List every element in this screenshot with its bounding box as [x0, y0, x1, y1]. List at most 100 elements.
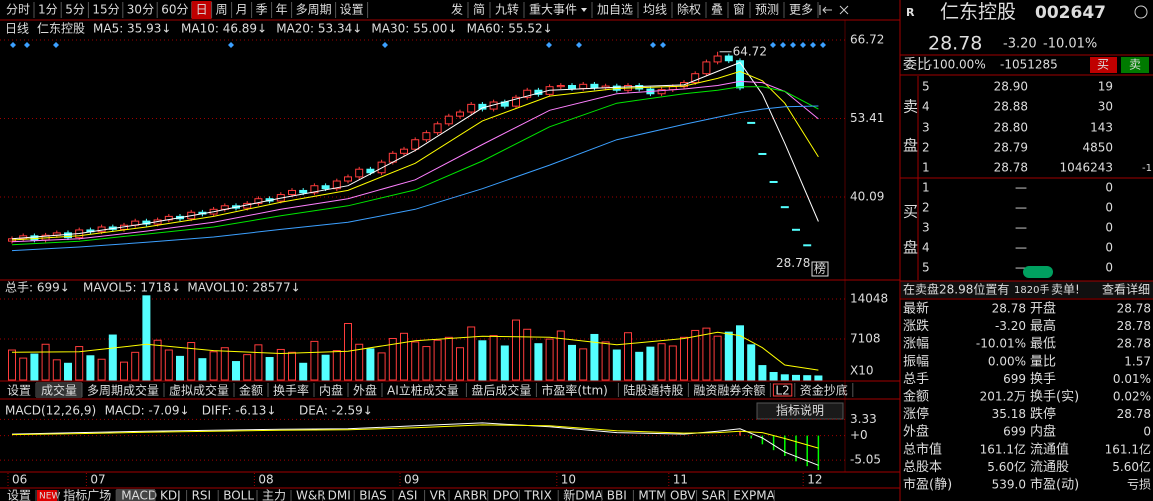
indicator-tab[interactable]: 指标广场	[63, 488, 111, 501]
volume-bar	[500, 345, 509, 381]
volume-bar	[321, 354, 330, 381]
volume-bar	[142, 295, 151, 381]
indicator-tab[interactable]: EXPMA	[733, 489, 775, 501]
indicator-tab[interactable]: BOLL	[223, 489, 254, 501]
indicator-tab[interactable]: TRIX	[523, 489, 551, 501]
indicator-tab[interactable]: 内盘	[319, 383, 343, 398]
indicator-tab[interactable]: W&R	[296, 489, 326, 501]
candle-body	[344, 176, 352, 182]
volume-bar	[444, 336, 453, 381]
indicator-tab[interactable]: RSI	[192, 489, 212, 501]
indicator-tab[interactable]: MTM	[638, 489, 666, 501]
info-label: 流通股	[1030, 460, 1069, 475]
toolbar-button[interactable]: 季	[256, 3, 268, 17]
toolbar-button[interactable]: 更多	[789, 3, 813, 17]
indicator-help[interactable]: 指标说明	[776, 403, 824, 418]
indicator-tab[interactable]: 盘后成交量	[471, 383, 531, 398]
indicator-tab[interactable]: 换手率	[273, 383, 309, 398]
info-value: 0.02%	[1113, 390, 1151, 404]
indicator-tab[interactable]: 外盘	[353, 383, 377, 398]
book-level: 1	[922, 181, 930, 195]
indicator-tab[interactable]: KDJ	[160, 489, 181, 501]
indicator-tab[interactable]: 成交量	[41, 383, 77, 398]
toolbar-button[interactable]: 月	[236, 3, 248, 17]
volume-bar	[579, 348, 588, 381]
chart-title: 日线	[5, 22, 29, 36]
toolbar-button[interactable]: 周	[216, 3, 228, 17]
indicator-tab[interactable]: ASI	[398, 489, 417, 501]
toolbar-button[interactable]: 多周期	[296, 3, 332, 17]
info-label: 总市值	[903, 441, 942, 457]
indicator-tab[interactable]: 设置	[7, 384, 31, 398]
volume-bar	[299, 362, 308, 381]
expand-button[interactable]	[1023, 266, 1053, 278]
info-value: -10.01%	[976, 337, 1026, 351]
indicator-tab[interactable]: SAR	[702, 489, 726, 501]
info-value: 28.78	[1117, 337, 1151, 351]
toolbar-button[interactable]: 日	[196, 3, 208, 17]
indicator-tab[interactable]: AI立桩成交量	[387, 383, 459, 398]
indicator-tab[interactable]: 融资融券余额	[693, 383, 765, 398]
indicator-tab[interactable]: NEW	[39, 492, 60, 501]
signal-marker	[24, 42, 30, 48]
indicator-tab[interactable]: 设置	[7, 489, 31, 501]
indicator-tab[interactable]: 市盈率(ttm)	[541, 383, 607, 398]
indicator-tab[interactable]: DMI	[328, 489, 351, 501]
indicator-tab[interactable]: L2	[775, 384, 789, 398]
toolbar-button[interactable]: 均线	[643, 3, 667, 17]
indicator-tab[interactable]: 陆股通持股	[623, 383, 683, 398]
volume-bar	[545, 338, 554, 381]
indicator-tab[interactable]: VR	[430, 489, 447, 501]
toolbar-button[interactable]: 30分	[127, 3, 154, 17]
book-side-label: 盘	[903, 137, 918, 155]
candle-body	[64, 232, 72, 239]
toolbar-button[interactable]: 60分	[161, 3, 188, 17]
indicator-tab[interactable]: MACD	[121, 489, 157, 501]
info-label: 最新	[903, 301, 929, 317]
close-quote-icon[interactable]	[1134, 5, 1148, 19]
toolbar-button[interactable]: 5分	[65, 3, 85, 17]
indicator-tab[interactable]: 新DMA	[563, 488, 604, 501]
indicator-tab[interactable]: ARBR	[454, 489, 487, 501]
toolbar-button[interactable]: 发	[451, 2, 463, 17]
indicator-tab[interactable]: 资金抄底	[800, 383, 848, 398]
toolbar-button[interactable]: 简	[473, 3, 485, 17]
close-icon[interactable]	[839, 5, 849, 15]
volume-bar	[400, 332, 408, 381]
toolbar-button[interactable]: 重大事件	[529, 3, 577, 17]
book-level: 3	[922, 221, 930, 235]
toolbar-button[interactable]: 窗	[733, 3, 745, 17]
info-label: 内盘	[1030, 424, 1056, 440]
tag-box	[811, 261, 829, 277]
toolbar-button[interactable]: 除权	[677, 2, 701, 17]
info-label: 量比	[1030, 354, 1056, 369]
toolbar-button[interactable]: 加自选	[597, 3, 633, 17]
toolbar-button[interactable]: 15分	[92, 3, 119, 17]
indicator-tab[interactable]: DPO	[493, 489, 519, 501]
sell-button[interactable]: 卖	[1129, 58, 1141, 72]
info-value: 0.01%	[1113, 372, 1151, 386]
toolbar-button[interactable]: 分时	[6, 3, 30, 17]
toolbar-button[interactable]: 叠	[711, 3, 723, 17]
detail-link[interactable]: 查看详细	[1102, 282, 1150, 297]
toolbar-button[interactable]: 预测	[755, 3, 779, 17]
buy-button[interactable]: 买	[1097, 58, 1109, 72]
collapse-icon[interactable]	[819, 5, 832, 15]
volume-bar	[433, 339, 442, 381]
toolbar-button[interactable]: 设置	[340, 3, 364, 17]
indicator-tab[interactable]: 主力	[262, 489, 286, 501]
indicator-tab[interactable]: 多周期成交量	[87, 383, 159, 398]
indicator-tab[interactable]: BIAS	[359, 489, 387, 501]
toolbar-button[interactable]: 年	[276, 3, 288, 17]
volume-bar	[601, 341, 610, 381]
indicator-tab[interactable]: OBV	[670, 489, 696, 501]
indicator-tab[interactable]: BBI	[607, 489, 627, 501]
indicator-tab[interactable]: 虚拟成交量	[169, 383, 229, 398]
toolbar-button[interactable]: 1分	[38, 3, 58, 17]
stock-name: 仁东控股	[940, 1, 1016, 23]
volume-bar	[232, 361, 240, 381]
indicator-tab[interactable]: 金额	[239, 383, 263, 398]
info-value: 0	[1143, 425, 1151, 439]
toolbar-button[interactable]: 九转	[495, 2, 519, 17]
